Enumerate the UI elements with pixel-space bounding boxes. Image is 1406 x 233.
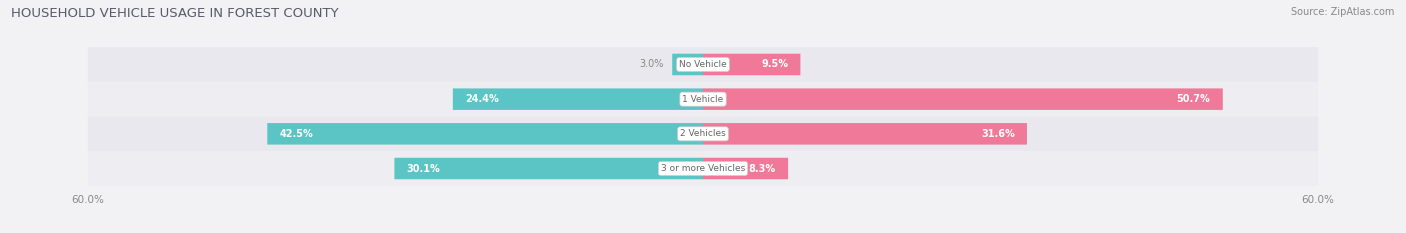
Text: HOUSEHOLD VEHICLE USAGE IN FOREST COUNTY: HOUSEHOLD VEHICLE USAGE IN FOREST COUNTY bbox=[11, 7, 339, 20]
Text: 50.7%: 50.7% bbox=[1177, 94, 1211, 104]
FancyBboxPatch shape bbox=[672, 54, 703, 75]
Text: 30.1%: 30.1% bbox=[406, 164, 440, 174]
FancyBboxPatch shape bbox=[267, 123, 703, 145]
Text: No Vehicle: No Vehicle bbox=[679, 60, 727, 69]
Text: Source: ZipAtlas.com: Source: ZipAtlas.com bbox=[1291, 7, 1395, 17]
Text: 42.5%: 42.5% bbox=[280, 129, 314, 139]
FancyBboxPatch shape bbox=[703, 88, 1223, 110]
FancyBboxPatch shape bbox=[87, 82, 1319, 116]
Text: 8.3%: 8.3% bbox=[748, 164, 776, 174]
Text: 24.4%: 24.4% bbox=[465, 94, 499, 104]
FancyBboxPatch shape bbox=[453, 88, 703, 110]
FancyBboxPatch shape bbox=[87, 151, 1319, 186]
FancyBboxPatch shape bbox=[703, 54, 800, 75]
Text: 2 Vehicles: 2 Vehicles bbox=[681, 129, 725, 138]
FancyBboxPatch shape bbox=[87, 47, 1319, 82]
Text: 1 Vehicle: 1 Vehicle bbox=[682, 95, 724, 104]
FancyBboxPatch shape bbox=[87, 116, 1319, 151]
FancyBboxPatch shape bbox=[703, 158, 789, 179]
Text: 3.0%: 3.0% bbox=[640, 59, 664, 69]
Text: 3 or more Vehicles: 3 or more Vehicles bbox=[661, 164, 745, 173]
FancyBboxPatch shape bbox=[703, 123, 1026, 145]
Text: 9.5%: 9.5% bbox=[761, 59, 789, 69]
FancyBboxPatch shape bbox=[395, 158, 703, 179]
Text: 31.6%: 31.6% bbox=[981, 129, 1015, 139]
